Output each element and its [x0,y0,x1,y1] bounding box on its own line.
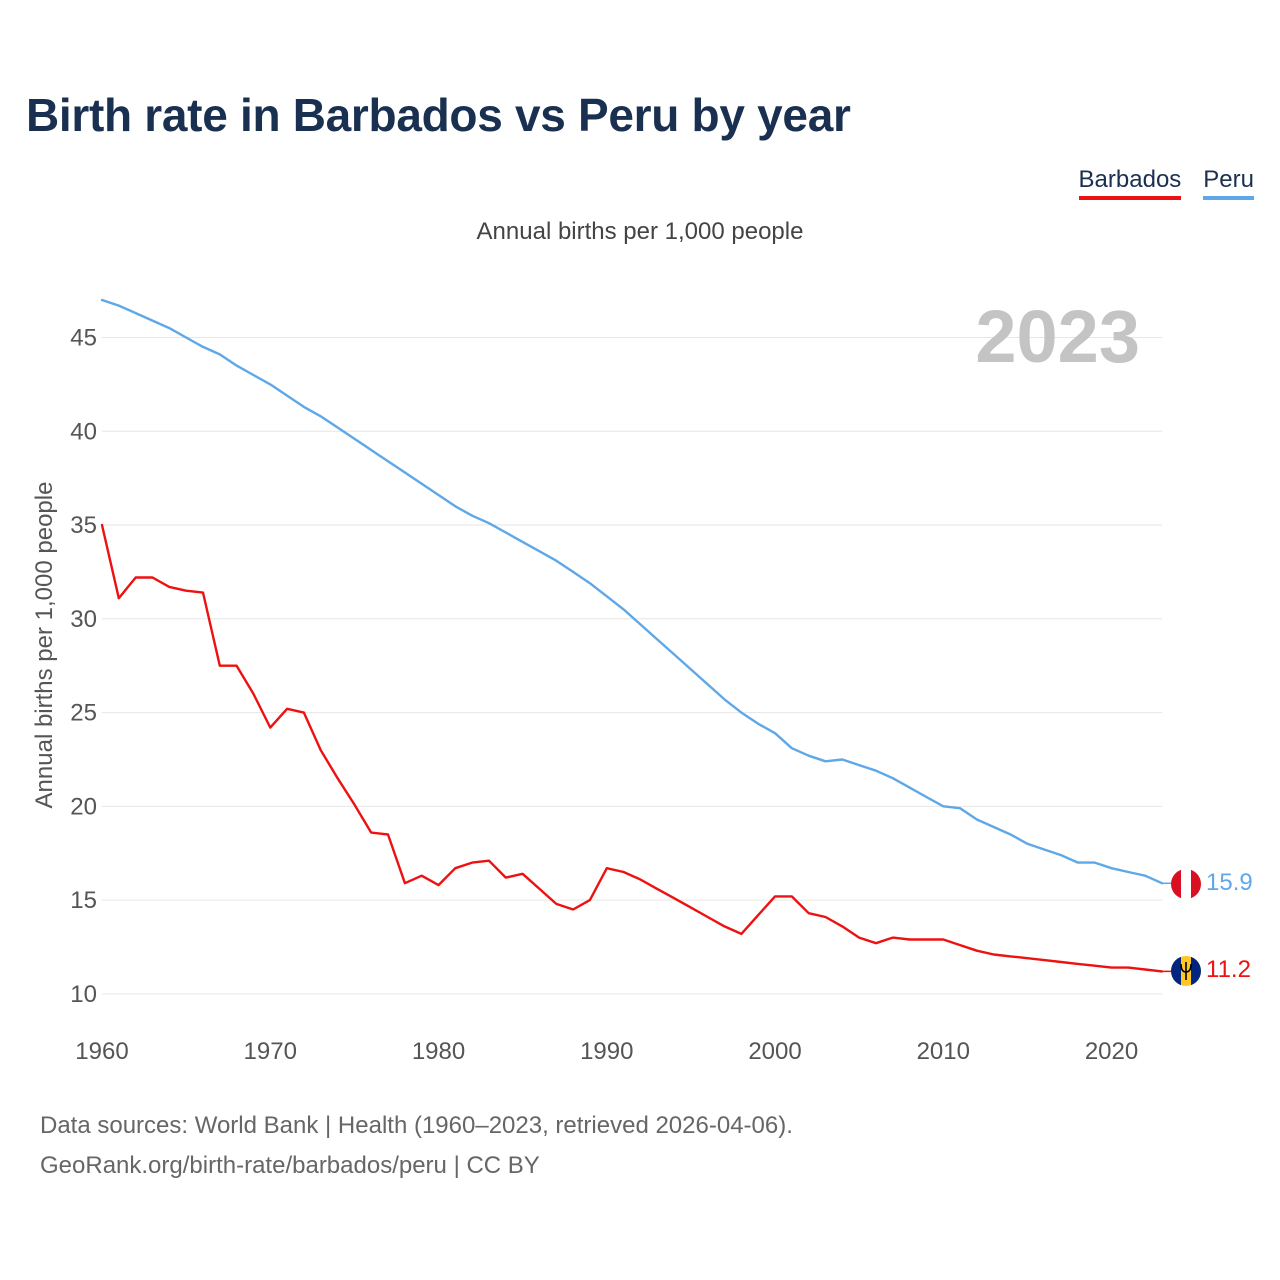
series-line-barbados[interactable] [100,523,1164,973]
barbados-flag-icon [1171,956,1201,986]
x-tick-label: 2020 [1085,1038,1138,1065]
y-tick-label: 45 [70,325,97,352]
y-tick-label: 35 [70,512,97,539]
chart-title: Birth rate in Barbados vs Peru by year [26,89,851,141]
y-tick-label: 20 [70,793,97,820]
x-tick-label: 1990 [580,1038,633,1065]
end-label-peru: 15.9 [1206,869,1253,896]
x-tick-label: 2010 [917,1038,970,1065]
y-tick-label: 40 [70,418,97,445]
y-tick-label: 10 [70,981,97,1008]
footer-source: Data sources: World Bank | Health (1960–… [40,1112,793,1139]
x-tick-label: 1980 [412,1038,465,1065]
legend: Barbados Peru [1078,166,1254,200]
legend-item-peru[interactable]: Peru [1203,166,1254,200]
chart-subtitle: Annual births per 1,000 people [476,218,804,245]
footer-url[interactable]: GeoRank.org/birth-rate/barbados/peru | C… [40,1152,540,1179]
legend-item-barbados[interactable]: Barbados [1078,166,1182,200]
year-watermark: 2023 [975,295,1140,378]
series-line-peru[interactable] [100,298,1164,885]
x-tick-label: 1970 [244,1038,297,1065]
y-tick-label: 25 [70,700,97,727]
line-chart: 2023 10 15 20 25 30 35 40 45 1960 1970 1980 1990 20… [31,295,1253,1065]
end-label-barbados: 11.2 [1206,956,1251,983]
x-tick-label: 1960 [75,1038,128,1065]
y-tick-label: 15 [70,887,97,914]
x-tick-label: 2000 [748,1038,801,1065]
peru-flag-icon [1171,869,1201,899]
y-tick-label: 30 [70,606,97,633]
footer: Data sources: World Bank | Health (1960–… [40,1106,793,1186]
y-axis-label: Annual births per 1,000 people [31,482,58,809]
